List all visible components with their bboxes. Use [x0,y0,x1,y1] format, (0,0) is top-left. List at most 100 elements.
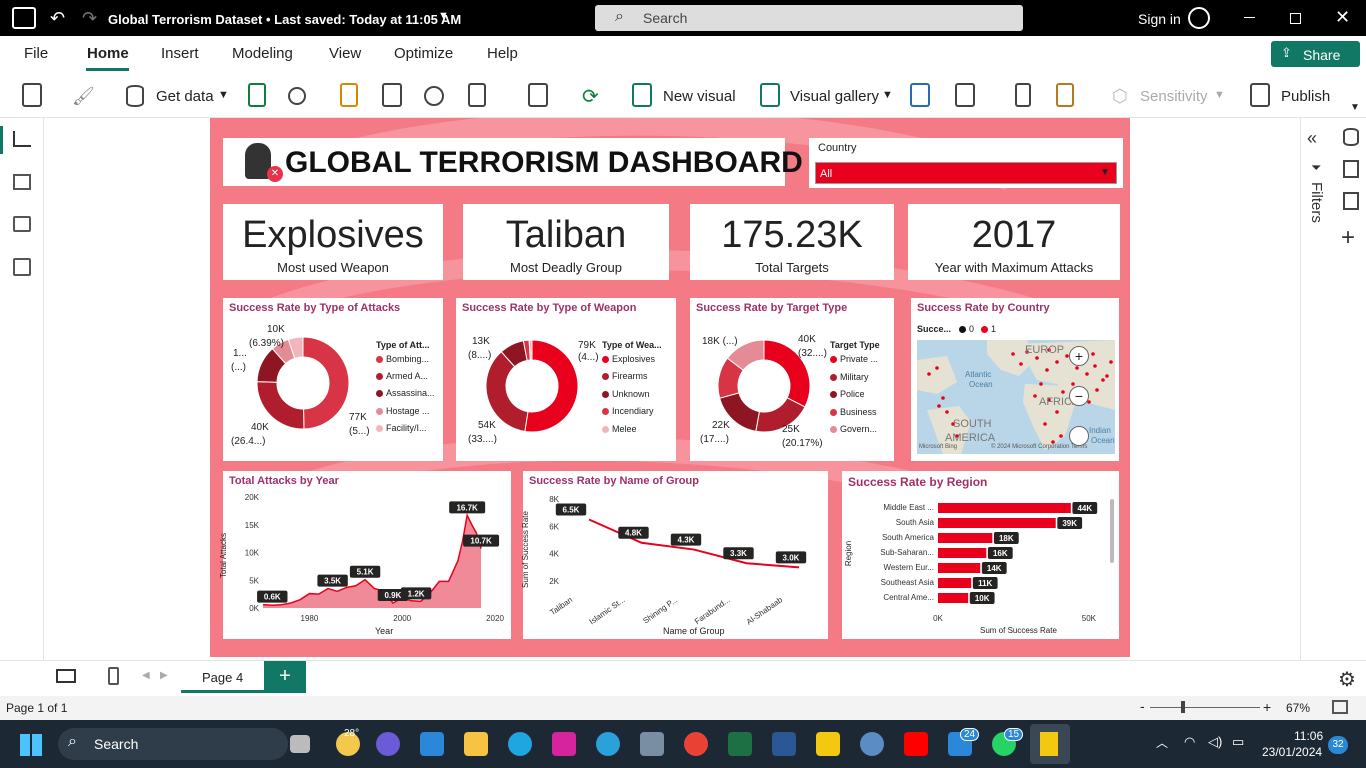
refresh-icon[interactable]: ⟳ [582,86,599,108]
task-view-icon[interactable] [290,735,310,753]
map-point[interactable] [1093,364,1097,368]
donut-slice[interactable] [524,339,579,433]
map-legend-item[interactable]: 1 [981,324,996,334]
battery-icon[interactable]: ▭ [1232,734,1245,749]
bar[interactable] [938,503,1071,513]
windows-start-icon[interactable] [20,734,42,756]
zoom-level[interactable]: 67% [1286,701,1311,715]
format-painter-icon[interactable]: 🖌 [72,86,95,106]
edge-icon[interactable] [508,732,532,756]
paste-icon[interactable] [22,83,42,107]
menu-insert[interactable]: Insert [161,45,199,62]
prev-page-icon[interactable]: ◀ [142,670,150,681]
menu-optimize[interactable]: Optimize [394,45,454,62]
enter-data-icon[interactable] [382,83,402,107]
desktop-layout-icon[interactable] [56,669,76,683]
close-icon[interactable]: ✕ [1335,7,1351,27]
model-view-icon[interactable] [13,216,31,232]
map-point[interactable] [937,404,941,408]
bar[interactable] [938,563,981,573]
donut-slice[interactable] [528,339,533,361]
clock-date[interactable]: 23/01/2024 [1262,745,1323,759]
excel-icon[interactable] [728,732,752,756]
powerbi-icon[interactable] [816,732,840,756]
build-visual-icon[interactable] [1343,160,1359,178]
undo-icon[interactable]: ↶ [50,8,66,28]
format-visual-icon[interactable] [1343,192,1359,210]
chrome-icon[interactable] [684,732,708,756]
map-point[interactable] [1065,354,1069,358]
collapse-pane-icon[interactable]: « [1307,128,1318,148]
legend-item[interactable]: Facility/I... [376,423,427,433]
sign-in-label[interactable]: Sign in [1138,11,1181,27]
save-icon[interactable] [12,7,36,29]
menu-help[interactable]: Help [487,45,518,62]
map-point[interactable] [1087,400,1091,404]
menu-file[interactable]: File [24,45,49,62]
data-pane-icon[interactable] [1343,128,1359,146]
table-view-icon[interactable] [13,174,31,190]
map-point[interactable] [945,410,949,414]
map-point[interactable] [1047,348,1051,352]
wifi-icon[interactable]: ◠ [1184,734,1196,749]
add-page-button[interactable]: + [264,661,306,693]
menu-home[interactable]: Home [87,45,129,62]
map-point[interactable] [1019,362,1023,366]
minimize-icon[interactable] [1244,17,1255,18]
database-icon[interactable] [126,85,144,107]
search-box[interactable]: ⌕ Search [595,5,1023,31]
map-point[interactable] [1091,352,1095,356]
map-point[interactable] [1011,352,1015,356]
more-visuals-icon[interactable] [955,83,975,107]
donut-target-card[interactable]: Success Rate by Target Type 18K (...) 40… [690,298,894,461]
refresh-schedule-icon[interactable] [468,83,486,107]
map-point[interactable] [1101,378,1105,382]
map-point[interactable] [1085,372,1089,376]
legend-item[interactable]: Armed A... [376,371,428,381]
bar[interactable] [938,533,993,543]
telegram-icon[interactable] [596,732,620,756]
dax-view-icon[interactable] [13,258,31,276]
page-tab-active[interactable]: Page 4 [181,661,264,693]
bar[interactable] [938,593,969,603]
legend-item[interactable]: Hostage ... [376,406,430,416]
zoom-out-button[interactable]: − [1069,386,1089,406]
add-pane-icon[interactable]: + [1341,224,1356,251]
legend-item[interactable]: Business [830,407,877,417]
file-title[interactable]: Global Terrorism Dataset • Last saved: T… [108,12,462,27]
clock-time[interactable]: 11:06 [1294,729,1324,743]
fit-to-page-icon[interactable] [1332,700,1348,714]
legend-item[interactable]: Melee [602,424,637,434]
excel-icon[interactable] [248,83,266,107]
zoom-slider[interactable] [1150,707,1260,708]
scrollbar[interactable] [1110,499,1114,563]
chevron-down-icon[interactable]: ▼ [882,89,893,101]
youtube-icon[interactable] [904,732,928,756]
redo-icon[interactable]: ↷ [82,8,98,28]
ribbon-collapse-icon[interactable]: ▼ [1350,102,1360,113]
legend-item[interactable]: Incendiary [602,406,654,416]
legend-item[interactable]: Military [830,372,869,382]
map-point[interactable] [1033,394,1037,398]
map-point[interactable] [1075,366,1079,370]
report-view-icon[interactable] [13,131,31,147]
map-point[interactable] [927,372,931,376]
filter-icon[interactable]: ⏷ [1311,160,1322,175]
select-area-button[interactable] [1069,426,1089,446]
map-point[interactable] [1047,398,1051,402]
group-success-card[interactable]: Success Rate by Name of Group 2K 4K 6K 8K 6.… [521,471,828,639]
region-success-card[interactable]: Success Rate by Region Middle East ... 44… [842,471,1119,639]
map-point[interactable] [941,396,945,400]
map-point[interactable] [1039,382,1043,386]
publish-icon[interactable] [1250,83,1270,107]
map-point[interactable] [1059,434,1063,438]
postgres-icon[interactable] [860,732,884,756]
visual-gallery-icon[interactable] [760,83,780,107]
filters-label[interactable]: Filters [1308,182,1325,223]
bar[interactable] [938,518,1056,528]
publish-label[interactable]: Publish [1281,88,1331,105]
legend-item[interactable]: Private ... [830,354,878,364]
map-point[interactable] [1061,390,1065,394]
map-point[interactable] [1055,410,1059,414]
map-point[interactable] [935,366,939,370]
